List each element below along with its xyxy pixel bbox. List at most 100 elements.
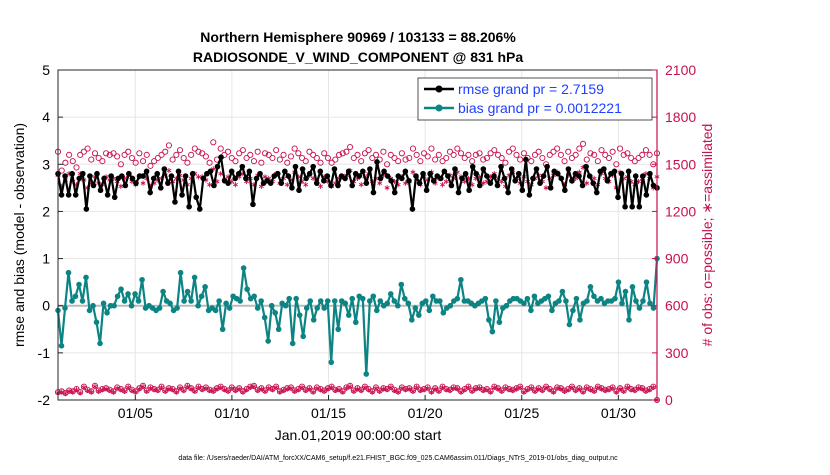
obs-asterisk-stroke (417, 388, 423, 393)
obs-assimilated-point (436, 388, 442, 394)
obs-assimilated-point (218, 384, 224, 391)
rmse-point (413, 173, 419, 179)
y-left-tick-label: 1 (42, 251, 50, 267)
obs-asterisk-stroke (66, 389, 72, 394)
bias-point (612, 295, 618, 302)
rmse-point (303, 175, 309, 182)
obs-assimilated-point (403, 387, 409, 393)
obs-assimilated-point (395, 389, 401, 395)
obs-asterisk-stroke (517, 385, 523, 390)
obs-assimilated-point (103, 386, 109, 392)
rmse-point (207, 168, 214, 175)
obs-assimilated-point (281, 387, 287, 394)
obs-assimilated-point (584, 385, 590, 391)
rmse-point (487, 180, 494, 186)
bias-point (195, 302, 201, 309)
rmse-point (437, 175, 444, 182)
obs-possible-point (151, 158, 158, 165)
obs-assimilated-point (266, 385, 272, 391)
obs-asterisk-stroke (318, 184, 324, 188)
y-axis-left-ticks: -2 -1 0 1 2 3 4 5 (38, 62, 63, 408)
obs-asterisk-stroke (147, 386, 153, 390)
footer-data-file: data file: /Users/raeder/DAI/ATM_forcXX/… (178, 455, 618, 462)
rmse-point (526, 192, 533, 198)
obs-asterisk-stroke (99, 388, 105, 392)
obs-asterisk-stroke (240, 390, 246, 394)
obs-possible-point (69, 158, 76, 165)
obs-possible-point (409, 145, 417, 152)
obs-assimilated-point (351, 388, 357, 394)
bias-point (408, 317, 415, 323)
obs-assimilated-point (332, 387, 338, 394)
obs-possible-point (332, 156, 339, 163)
bias-point (226, 305, 233, 311)
obs-assimilated-point (384, 387, 390, 393)
obs-possible-point (262, 150, 269, 157)
obs-asterisk-stroke (362, 385, 368, 390)
obs-assimilated-point (558, 386, 564, 392)
obs-possible-point (335, 151, 343, 158)
rmse-point (452, 166, 458, 172)
bias-point (202, 284, 208, 290)
obs-assimilated-point (218, 171, 224, 177)
rmse-point (416, 180, 423, 186)
obs-possible-point (254, 148, 261, 155)
obs-assimilated-point (107, 387, 113, 394)
obs-assimilated-point (528, 385, 534, 391)
obs-assimilated-point (525, 387, 531, 393)
obs-asterisk-stroke (347, 384, 353, 389)
rmse-point (618, 170, 625, 177)
obs-possible-point (635, 154, 642, 162)
rmse-point (335, 182, 341, 189)
obs-assimilated-point (473, 386, 479, 392)
bias-point (191, 274, 198, 281)
obs-possible-point (450, 151, 457, 158)
obs-asterisk-stroke (355, 387, 360, 391)
rmse-point (324, 173, 331, 179)
obs-assimilated-point (284, 386, 290, 392)
obs-possible-point (435, 151, 442, 158)
obs-possible-point (165, 142, 172, 149)
rmse-point (462, 170, 469, 177)
obs-assimilated-point (99, 387, 105, 393)
rmse-series (55, 154, 660, 212)
obs-possible-point (228, 154, 235, 162)
bias-point (643, 279, 650, 285)
obs-asterisk-stroke (170, 388, 176, 392)
rmse-point (310, 163, 316, 170)
bias-point (528, 307, 534, 314)
obs-asterisk-stroke (277, 390, 283, 394)
obs-assimilated-point (480, 387, 486, 394)
obs-asterisk-stroke (624, 385, 630, 390)
obs-asterisk-stroke (521, 390, 527, 394)
obs-asterisk-stroke (303, 183, 309, 187)
obs-assimilated-point (273, 384, 279, 391)
obs-assimilated-point (639, 386, 645, 392)
obs-assimilated-point (88, 389, 94, 395)
obs-asterisk-stroke (391, 388, 397, 393)
bias-point (83, 274, 89, 281)
obs-asterisk-stroke (477, 386, 482, 390)
obs-asterisk-stroke (203, 386, 209, 390)
obs-asterisk-stroke (355, 176, 360, 181)
bias-point (640, 298, 646, 304)
x-axis-ticks: 01/05 01/10 01/15 01/20 01/25 01/30 (118, 395, 636, 421)
rmse-point (285, 173, 292, 179)
obs-asterisk-stroke (136, 387, 142, 391)
obs-possible-point (313, 154, 320, 162)
rmse-point (250, 201, 256, 208)
rmse-point (636, 203, 643, 210)
rmse-point (235, 170, 242, 177)
rmse-point (544, 163, 550, 170)
rmse-point (225, 180, 231, 186)
obs-asterisk-stroke (70, 390, 76, 394)
obs-assimilated-point (499, 388, 505, 394)
bias-point (139, 276, 145, 283)
obs-asterisk-stroke (306, 387, 312, 391)
y-right-tick-label: 1800 (665, 109, 696, 125)
obs-asterisk-stroke (321, 389, 327, 394)
obs-assimilated-point (380, 386, 386, 392)
obs-assimilated-point (240, 389, 246, 395)
obs-asterisk-stroke (384, 388, 390, 392)
obs-assimilated-point (192, 388, 198, 394)
